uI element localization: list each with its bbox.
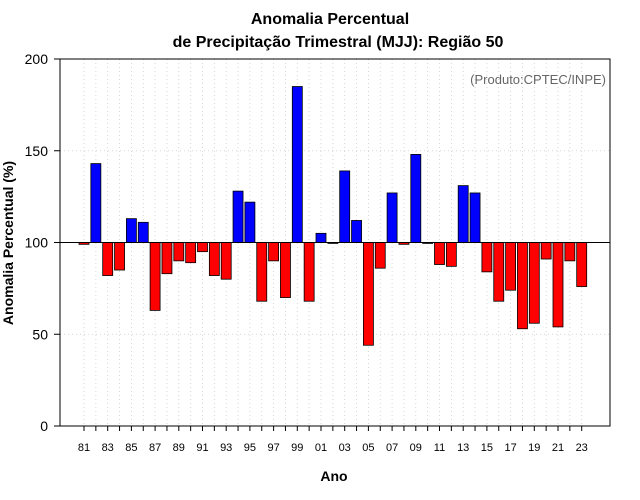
bar-05	[362, 242, 374, 346]
bar-89	[173, 242, 185, 262]
x-tick-label: 11	[434, 442, 445, 454]
bar-99	[291, 86, 303, 243]
chart-title-line2: de Precipitação Trimestral (MJJ): Região…	[173, 34, 504, 51]
x-axis-label: Ano	[320, 468, 347, 484]
bar-97	[268, 242, 280, 262]
x-tick-label: 07	[386, 442, 398, 454]
bar-90	[185, 242, 197, 264]
y-tick-label: 100	[25, 235, 49, 251]
x-tick-label: 23	[576, 442, 588, 454]
x-tick-label: 01	[315, 442, 327, 454]
bar-18	[517, 242, 528, 330]
x-tick-label: 09	[410, 442, 422, 454]
x-tick-label: 05	[362, 442, 374, 454]
bar-12	[445, 242, 457, 267]
bar-16	[493, 242, 505, 302]
bar-83	[102, 242, 114, 276]
x-tick-label: 85	[125, 442, 137, 454]
x-tick-label: 91	[196, 442, 208, 454]
bar-86	[137, 221, 149, 243]
x-tick-label: 81	[78, 442, 90, 454]
chart-title-line1: Anomalia Percentual	[251, 11, 409, 28]
bar-23	[576, 242, 588, 287]
bar-20	[540, 242, 552, 260]
bar-22	[564, 242, 576, 262]
x-tick-label: 89	[173, 442, 185, 454]
x-tick-label: 17	[504, 442, 516, 454]
bar-17	[505, 242, 517, 291]
credit-label: (Produto:CPTEC/INPE)	[470, 72, 606, 87]
y-axis: 0 50 100 150 200	[25, 51, 60, 434]
bar-13	[457, 185, 469, 243]
bar-94	[232, 190, 244, 243]
x-tick-label: 19	[528, 442, 540, 454]
bar-01	[315, 232, 327, 243]
x-tick-label: 15	[481, 442, 493, 454]
y-tick-label: 50	[32, 326, 48, 342]
y-tick-label: 150	[25, 143, 49, 159]
x-tick-label: 87	[149, 442, 161, 454]
bar-82	[90, 163, 102, 243]
y-axis-label: Anomalia Percentual (%)	[0, 161, 16, 325]
bars	[78, 86, 588, 346]
x-tick-label: 21	[552, 442, 564, 454]
bar-92	[208, 242, 220, 276]
y-tick-label: 0	[40, 418, 48, 434]
bar-14	[469, 192, 481, 243]
bar-93	[220, 242, 232, 280]
bar-06	[374, 242, 386, 269]
bar-00	[303, 242, 315, 302]
x-tick-label: 03	[339, 442, 351, 454]
bar-85	[126, 218, 137, 243]
bar-09	[410, 154, 422, 243]
x-tick-label: 13	[457, 442, 469, 454]
bar-96	[256, 242, 268, 302]
bar-95	[244, 201, 256, 243]
y-tick-label: 200	[25, 51, 49, 67]
bar-15	[481, 242, 493, 273]
bar-84	[114, 242, 125, 271]
x-tick-label: 99	[291, 442, 303, 454]
x-tick-label: 93	[220, 442, 232, 454]
x-tick-label: 83	[102, 442, 114, 454]
bar-21	[552, 242, 564, 328]
bar-07	[386, 192, 398, 243]
bar-19	[528, 242, 540, 324]
bar-91	[197, 242, 208, 253]
x-tick-label: 97	[267, 442, 279, 454]
bar-98	[280, 242, 291, 298]
bar-03	[339, 170, 351, 243]
x-axis: 81 83 85 87 89 91 93 95 97 99 01 03 05 07 09 11 13 15 17 19…	[78, 426, 588, 454]
bar-11	[434, 242, 445, 265]
bar-88	[161, 242, 173, 275]
bar-87	[149, 242, 161, 311]
bar-04	[351, 220, 362, 243]
x-tick-label: 95	[244, 442, 256, 454]
